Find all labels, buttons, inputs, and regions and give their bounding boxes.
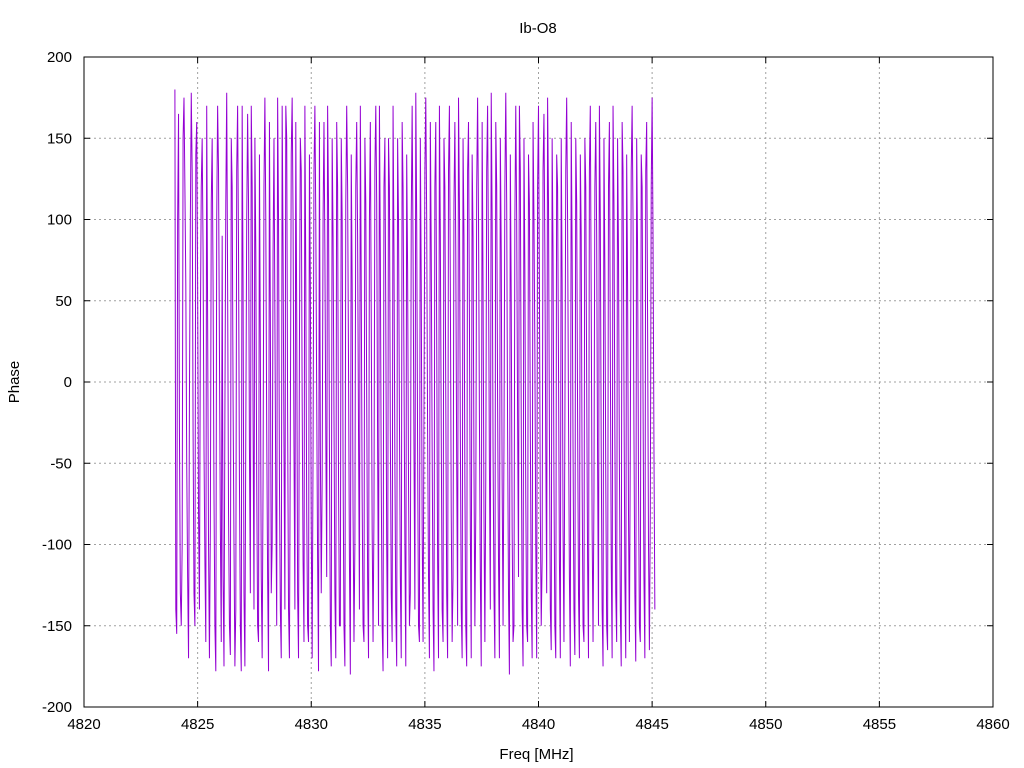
y-axis-label: Phase — [6, 361, 23, 404]
axis-ticks: 4820 4825 4830 4835 4840 4845 4850 4855 4860 -200… — [42, 49, 1010, 733]
y-tick-label: 200 — [47, 49, 72, 66]
y-tick-label: -150 — [42, 618, 72, 635]
y-tick-label: 0 — [64, 374, 72, 391]
x-tick-label: 4860 — [976, 716, 1009, 733]
y-tick-label: -200 — [42, 699, 72, 716]
y-tick-label: -100 — [42, 537, 72, 554]
phase-series-line — [174, 89, 656, 675]
x-tick-label: 4845 — [635, 716, 668, 733]
x-axis-label: Freq [MHz] — [499, 746, 573, 763]
x-tick-label: 4855 — [863, 716, 896, 733]
x-tick-label: 4835 — [408, 716, 441, 733]
x-tick-label: 4825 — [181, 716, 214, 733]
series-layer — [174, 89, 656, 675]
x-tick-label: 4840 — [522, 716, 555, 733]
y-tick-label: 50 — [55, 293, 72, 310]
x-tick-label: 4820 — [67, 716, 100, 733]
chart-title: Ib-O8 — [519, 20, 557, 37]
y-tick-label: -50 — [50, 455, 72, 472]
x-tick-label: 4850 — [749, 716, 782, 733]
y-tick-label: 100 — [47, 212, 72, 229]
y-tick-label: 150 — [47, 130, 72, 147]
x-tick-label: 4830 — [295, 716, 328, 733]
